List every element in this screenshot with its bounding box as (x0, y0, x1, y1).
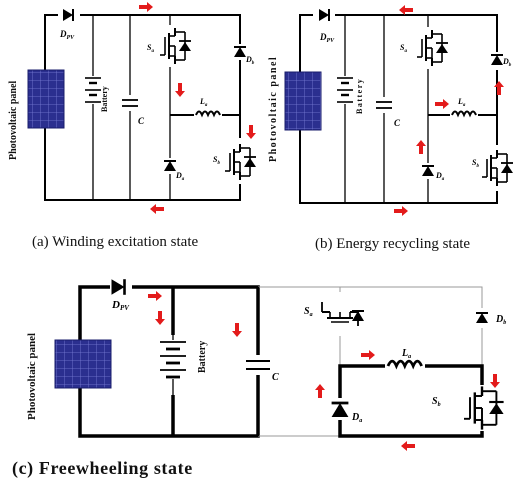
current-arrow-icon (139, 2, 153, 12)
label-la: La (199, 97, 208, 108)
current-arrow-icon (416, 140, 426, 154)
label-sb: Sb (472, 158, 479, 169)
battery-icon (337, 70, 353, 110)
label-db: Db (502, 57, 512, 68)
panel-a-winding-excitation: DPV Photovoltaic panel Battery C Sa Db (8, 2, 257, 250)
panel-b-energy-recycling: DPV Photovoltaic panel Battery C Sa Db L… (268, 5, 514, 252)
label-c: C (138, 116, 145, 126)
label-la: La (401, 348, 411, 360)
label-dpv: DPV (319, 32, 335, 44)
current-arrow-icon (394, 206, 408, 216)
label-db: Db (245, 55, 255, 66)
label-dpv: DPV (59, 29, 75, 41)
inductor-la-icon (386, 359, 423, 370)
current-arrow-icon (232, 323, 242, 337)
label-sa: Sa (147, 43, 154, 54)
current-arrow-icon (361, 350, 375, 360)
label-da: Da (351, 412, 362, 424)
switch-sb-icon (463, 386, 504, 430)
pv-label: Photovoltaic panel (8, 81, 19, 160)
current-arrow-icon (150, 204, 164, 214)
photovoltaic-panel-icon (284, 71, 322, 131)
battery-icon (160, 335, 186, 395)
pv-label: Photovoltaic panel (26, 333, 38, 420)
label-sa: Sa (400, 43, 407, 54)
battery-icon (85, 70, 101, 110)
current-arrow-icon (399, 5, 413, 15)
label-sa: Sa (304, 306, 313, 318)
caption-b: (b) Energy recycling state (315, 236, 470, 252)
diode-da-icon (331, 401, 349, 417)
label-la: La (457, 97, 466, 108)
battery-label: Battery (355, 78, 364, 114)
caption-c: (c) Freewheeling state (12, 458, 193, 479)
label-da: Da (175, 171, 185, 182)
current-arrow-icon (401, 441, 415, 451)
current-arrow-icon (494, 81, 504, 95)
label-c: C (272, 372, 279, 383)
battery-label: Battery (100, 86, 109, 112)
panel-c-freewheeling: DPV Photovoltaic panel Battery C (12, 279, 506, 479)
current-arrow-icon (148, 291, 162, 301)
label-da: Da (435, 171, 445, 182)
label-c: C (394, 118, 401, 128)
switch-sa-icon (322, 311, 358, 323)
label-db: Db (495, 314, 506, 326)
current-arrow-icon (315, 384, 325, 398)
capacitor-icon (376, 101, 392, 109)
photovoltaic-panel-icon (27, 69, 65, 129)
label-sb: Sb (432, 396, 441, 408)
label-dpv: DPV (111, 299, 130, 312)
photovoltaic-panel-icon (54, 339, 112, 389)
current-arrow-icon (175, 83, 185, 97)
current-arrow-icon (155, 311, 165, 325)
current-arrow-icon (246, 125, 256, 139)
battery-label: Battery (197, 341, 208, 373)
capacitor-icon (122, 99, 138, 107)
pv-label: Photovoltaic panel (268, 56, 279, 162)
capacitor-icon (246, 360, 270, 370)
current-arrow-icon (435, 99, 449, 109)
diode-dpv-icon (111, 279, 126, 295)
label-sb: Sb (213, 155, 220, 166)
caption-a: (a) Winding excitation state (32, 234, 198, 250)
